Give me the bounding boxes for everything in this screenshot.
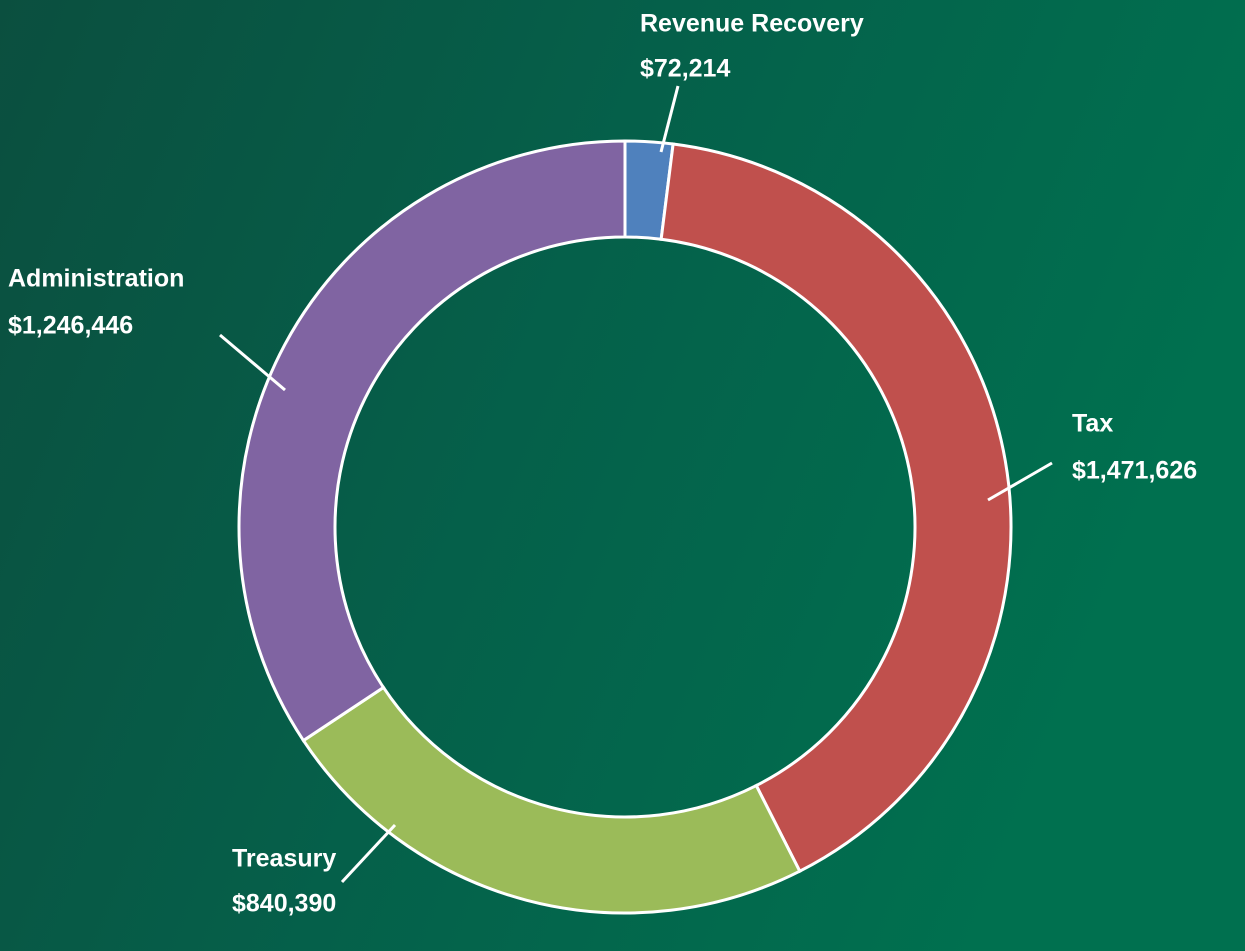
value-label: $72,214 bbox=[640, 55, 730, 83]
category-label: Revenue Recovery bbox=[640, 10, 864, 38]
leader-line bbox=[340, 823, 397, 884]
category-label: Administration bbox=[8, 265, 184, 293]
value-label: $1,246,446 bbox=[8, 312, 133, 340]
category-label: Tax bbox=[1072, 410, 1113, 438]
donut-segment bbox=[659, 142, 1013, 874]
value-label: $1,471,626 bbox=[1072, 457, 1197, 485]
value-label: $840,390 bbox=[232, 890, 336, 918]
category-label: Treasury bbox=[232, 845, 336, 873]
leader-line bbox=[987, 461, 1053, 502]
donut-segment bbox=[237, 139, 627, 743]
donut-segment bbox=[301, 685, 802, 915]
leader-line bbox=[219, 333, 286, 392]
leader-line bbox=[659, 85, 680, 153]
